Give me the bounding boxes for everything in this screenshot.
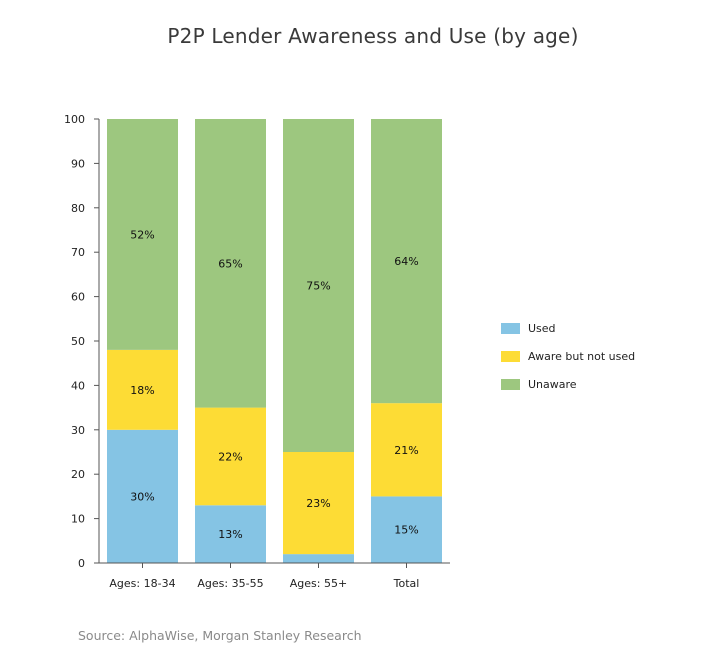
y-tick-label: 50	[71, 335, 85, 348]
data-labels: 30% 18% 52% 13% 22% 65% 23% 75% 15% 21% 64%	[130, 228, 418, 541]
y-tick-label: 10	[71, 513, 85, 526]
bar-segment	[107, 349, 178, 430]
bar-value-label: 13%	[218, 528, 242, 541]
legend-item-aware: Aware but not used	[501, 342, 635, 370]
bar-value-label: 23%	[306, 497, 330, 510]
legend-label: Used	[528, 321, 556, 335]
legend-label: Unaware	[528, 377, 577, 391]
bar-value-label: 30%	[130, 490, 154, 503]
x-tick-label: Ages: 55+	[290, 577, 347, 590]
bar-segment	[195, 407, 266, 506]
y-tick-label: 40	[71, 379, 85, 392]
bar-segment	[283, 119, 354, 452]
bar-segment	[371, 496, 442, 563]
chart-title: P2P Lender Awareness and Use (by age)	[167, 24, 579, 48]
bar-value-label: 22%	[218, 450, 242, 463]
y-tick-label: 70	[71, 246, 85, 259]
bar-segment	[195, 505, 266, 563]
bar-segment	[195, 119, 266, 408]
x-tick-label: Total	[393, 577, 420, 590]
bar-value-label: 18%	[130, 384, 154, 397]
bar-segment	[107, 119, 178, 350]
y-tick-label: 100	[64, 113, 85, 126]
legend-swatch-aware	[501, 350, 520, 362]
legend-swatch-used	[501, 322, 520, 334]
bar-value-label: 21%	[394, 444, 418, 457]
y-tick-label: 60	[71, 291, 85, 304]
legend-item-used: Used	[501, 314, 635, 342]
y-tick-label: 90	[71, 157, 85, 170]
bar-segment	[371, 119, 442, 404]
legend-label: Aware but not used	[528, 349, 636, 363]
x-tick-label: Ages: 35-55	[197, 577, 263, 590]
bar-value-label: 52%	[130, 228, 154, 241]
x-axis: Ages: 18-34 Ages: 35-55 Ages: 55+ Total	[99, 562, 450, 590]
bar-value-label: 64%	[394, 255, 418, 268]
bar-segment	[283, 554, 354, 563]
bar-segment	[283, 452, 354, 555]
x-tick-label: Ages: 18-34	[109, 577, 175, 590]
y-axis: 0 10 20 30 40 50 60 70 80 90 100	[64, 113, 100, 570]
y-tick-label: 30	[71, 424, 85, 437]
bar-segment	[371, 403, 442, 497]
y-tick-label: 80	[71, 202, 85, 215]
y-tick-label: 20	[71, 468, 85, 481]
bar-segment	[107, 429, 178, 563]
bar-value-label: 15%	[394, 524, 418, 537]
y-tick-label: 0	[78, 557, 85, 570]
legend-swatch-unaware	[501, 378, 520, 390]
bars	[107, 119, 442, 563]
legend: Used Aware but not used Unaware	[501, 314, 635, 398]
bar-value-label: 65%	[218, 257, 242, 270]
legend-item-unaware: Unaware	[501, 370, 635, 398]
source-note: Source: AlphaWise, Morgan Stanley Resear…	[78, 628, 362, 643]
bar-value-label: 75%	[306, 280, 330, 293]
